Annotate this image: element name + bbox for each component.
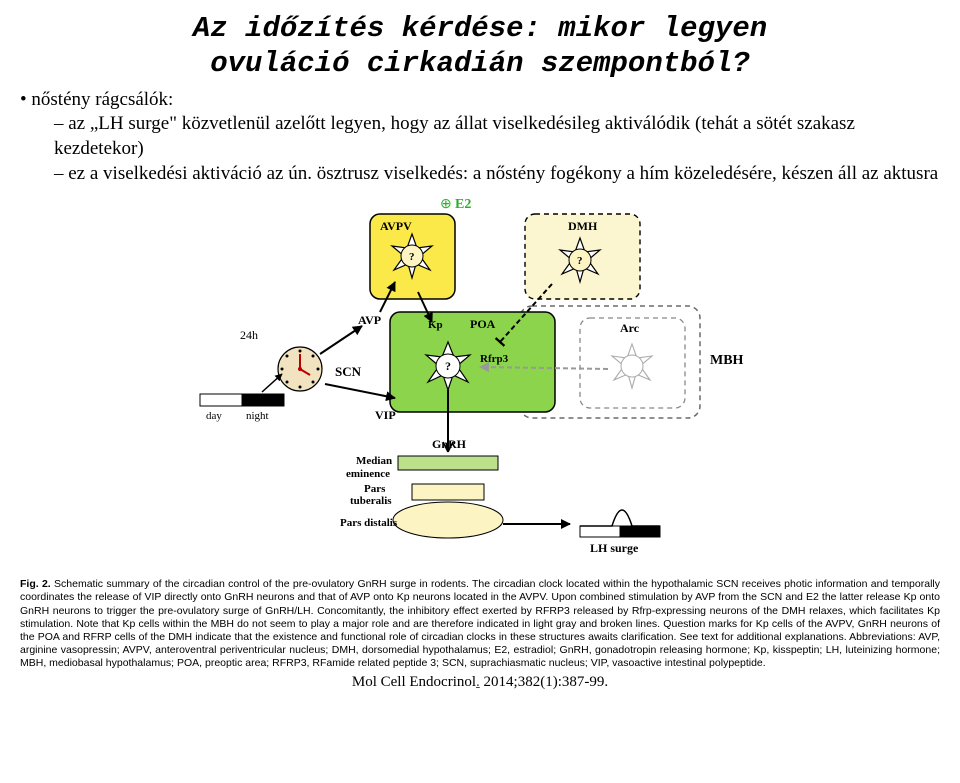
scn-label: SCN — [335, 364, 362, 379]
caption-lead: Fig. 2. — [20, 578, 51, 590]
ref-journal: Mol Cell Endocrinol — [352, 674, 476, 690]
clock-icon — [278, 347, 322, 391]
median-label: Median — [356, 455, 392, 467]
dmh-label: DMH — [568, 219, 598, 233]
svg-text:?: ? — [445, 359, 451, 373]
figure-caption: Fig. 2. Schematic summary of the circadi… — [20, 578, 940, 670]
clock-24h-label: 24h — [240, 328, 258, 342]
median-eminence-box — [398, 456, 498, 470]
kp-label: Kp — [428, 319, 443, 331]
light-to-clock-arrow — [262, 374, 282, 392]
lh-surge-label: LH surge — [590, 541, 639, 555]
avpv-label: AVPV — [380, 219, 412, 233]
pars-t-label: Pars — [364, 483, 386, 495]
vip-label: VIP — [375, 408, 396, 422]
day-night-bar: day night — [200, 394, 284, 422]
scn-avp-arrow — [320, 326, 362, 354]
pars-tuberalis-box — [412, 484, 484, 500]
rfrp3-label: Rfrp3 — [480, 353, 509, 365]
gnrh-label: GnRH — [432, 437, 467, 451]
ref-issue: 2014;382(1):387-99. — [480, 674, 608, 690]
figure-svg: ⊕ E2 AVPV ? DMH ? MBH POA Kp Rfrp3 ? Arc… — [180, 194, 780, 574]
bullet-block: • nőstény rágcsálók: – az „LH surge" köz… — [20, 88, 940, 187]
pars-distalis-shape — [393, 502, 503, 538]
figure-container: ⊕ E2 AVPV ? DMH ? MBH POA Kp Rfrp3 ? Arc… — [180, 194, 780, 574]
day-label: day — [206, 410, 222, 422]
night-label: night — [246, 410, 269, 422]
caption-body: Schematic summary of the circadian contr… — [20, 578, 940, 669]
e2-plus-icon: ⊕ — [440, 197, 452, 212]
eminence-label: eminence — [346, 468, 390, 480]
scn-vip-arrow — [325, 384, 395, 398]
lh-surge-chart — [580, 510, 660, 537]
poa-label: POA — [470, 317, 496, 331]
e2-label: E2 — [455, 197, 471, 212]
page-title: Az időzítés kérdése: mikor legyen ovulác… — [20, 12, 940, 82]
bullet-sub-1: – az „LH surge" közvetlenül azelőtt legy… — [54, 112, 940, 161]
bullet-sub-2: – ez a viselkedési aktiváció az ún. öszt… — [54, 162, 940, 187]
mbh-label: MBH — [710, 353, 744, 368]
bullet-root: • nőstény rágcsálók: — [20, 88, 940, 113]
tuberalis-label: tuberalis — [350, 495, 392, 507]
citation: Mol Cell Endocrinol. 2014;382(1):387-99. — [20, 674, 940, 691]
title-line-1: Az időzítés kérdése: mikor legyen — [20, 12, 940, 47]
pars-d-label: Pars distalis — [340, 517, 398, 529]
svg-text:?: ? — [577, 255, 583, 267]
avp-label: AVP — [358, 313, 381, 327]
arc-label: Arc — [620, 321, 640, 335]
svg-text:?: ? — [409, 251, 415, 263]
title-line-2: ovuláció cirkadián szempontból? — [20, 47, 940, 82]
